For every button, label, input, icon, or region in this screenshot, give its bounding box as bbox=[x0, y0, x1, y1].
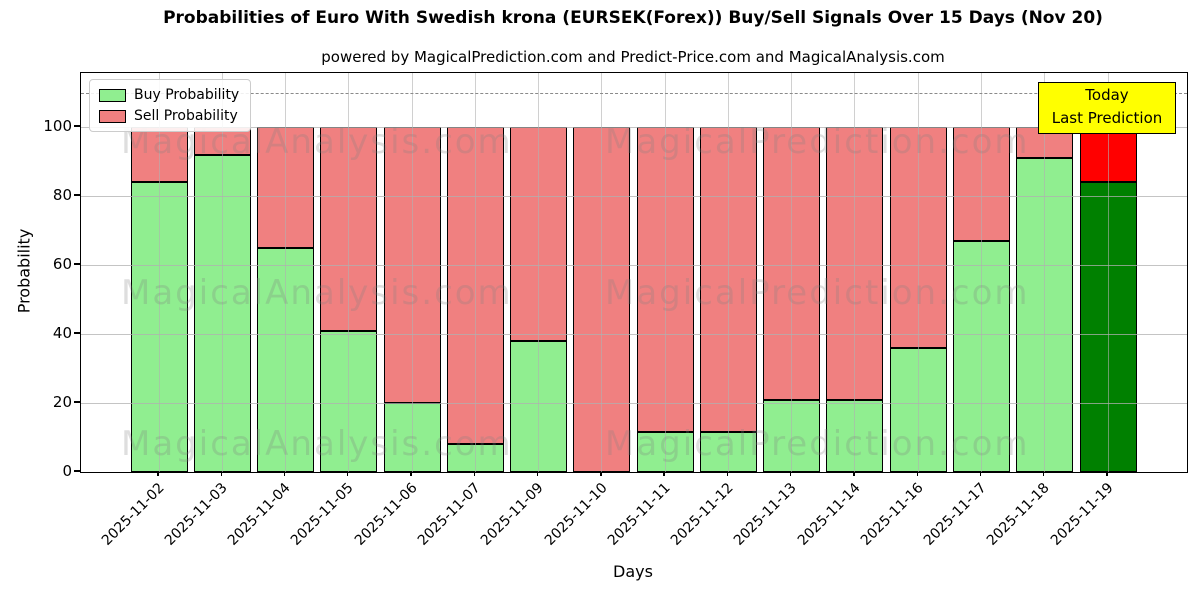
x-tick-label: 2025-11-09 bbox=[478, 480, 547, 549]
x-tick-label: 2025-11-05 bbox=[288, 480, 358, 549]
bar-segment-sell bbox=[1079, 127, 1137, 183]
legend-entry-sell: Sell Probability bbox=[99, 108, 239, 124]
x-tick-mark bbox=[1106, 471, 1108, 476]
bar-segment-sell bbox=[510, 127, 568, 341]
y-tick-mark bbox=[74, 332, 80, 334]
x-tick-label: 2025-11-16 bbox=[857, 480, 927, 549]
x-tick-label: 2025-11-02 bbox=[98, 480, 168, 549]
legend-entry-buy: Buy Probability bbox=[99, 87, 239, 103]
bars-layer bbox=[81, 73, 1187, 472]
x-tick-mark bbox=[157, 471, 159, 476]
x-tick-mark bbox=[347, 471, 349, 476]
y-tick-label: 40 bbox=[52, 324, 72, 343]
bar-segment-sell bbox=[446, 127, 504, 445]
bar-segment-sell bbox=[889, 127, 947, 348]
bar-segment-buy bbox=[1016, 158, 1074, 472]
bar-segment-sell bbox=[699, 127, 757, 433]
x-tick-mark bbox=[1043, 471, 1045, 476]
bar-segment-sell bbox=[952, 127, 1010, 241]
x-tick-label: 2025-11-18 bbox=[984, 480, 1054, 549]
y-tick-label: 60 bbox=[52, 255, 72, 274]
x-tick-label: 2025-11-10 bbox=[541, 480, 611, 549]
x-tick-label: 2025-11-13 bbox=[731, 480, 800, 549]
x-tick-label: 2025-11-12 bbox=[667, 480, 737, 549]
x-tick-label: 2025-11-17 bbox=[920, 480, 990, 549]
bar-segment-buy bbox=[952, 240, 1010, 472]
bar-segment-buy bbox=[193, 154, 251, 472]
x-tick-mark bbox=[726, 471, 729, 476]
x-tick-mark bbox=[979, 471, 982, 476]
x-tick-mark bbox=[853, 471, 855, 476]
y-tick-label: 100 bbox=[43, 117, 72, 136]
x-tick-mark bbox=[220, 471, 222, 476]
x-tick-label: 2025-11-14 bbox=[794, 480, 864, 549]
bar-segment-buy bbox=[763, 399, 821, 472]
plot-area: MagicalAnalysis.com MagicalPrediction.com… bbox=[80, 72, 1188, 473]
x-tick-label: 2025-11-19 bbox=[1047, 480, 1117, 549]
y-tick-label: 0 bbox=[62, 462, 72, 480]
today-annotation: Today Last Prediction bbox=[1038, 82, 1176, 134]
x-tick-mark bbox=[663, 471, 665, 476]
legend-label-sell: Sell Probability bbox=[134, 108, 238, 124]
today-annotation-line1: Today bbox=[1085, 86, 1129, 104]
x-tick-mark bbox=[410, 471, 412, 476]
chart-subtitle: powered by MagicalPrediction.com and Pre… bbox=[321, 48, 945, 66]
legend-label-buy: Buy Probability bbox=[134, 87, 240, 103]
x-tick-mark bbox=[790, 471, 792, 476]
bar-segment-buy bbox=[510, 340, 568, 472]
bar-segment-buy bbox=[636, 432, 694, 472]
x-tick-label: 2025-11-04 bbox=[225, 480, 294, 549]
bar-segment-sell bbox=[826, 127, 884, 400]
bar-segment-buy bbox=[889, 347, 947, 472]
x-tick-label: 2025-11-06 bbox=[351, 480, 421, 549]
bar-segment-buy bbox=[320, 330, 378, 472]
bar-segment-buy bbox=[446, 444, 504, 472]
bar-segment-buy bbox=[383, 403, 441, 472]
x-tick-mark bbox=[283, 471, 286, 476]
y-tick-mark bbox=[74, 470, 80, 472]
x-tick-label: 2025-11-03 bbox=[161, 480, 231, 549]
x-tick-mark bbox=[536, 471, 539, 476]
bar-segment-buy bbox=[1079, 182, 1137, 472]
y-tick-mark bbox=[74, 194, 80, 196]
bar-segment-sell bbox=[320, 127, 378, 331]
chart-title: Probabilities of Euro With Swedish krona… bbox=[163, 8, 1103, 28]
y-tick-mark bbox=[74, 125, 80, 127]
x-tick-label: 2025-11-11 bbox=[604, 480, 674, 549]
y-tick-mark bbox=[74, 263, 80, 265]
x-tick-label: 2025-11-07 bbox=[414, 480, 484, 549]
sell-probability-swatch-icon bbox=[99, 109, 126, 123]
x-tick-mark bbox=[473, 471, 475, 476]
bar-segment-buy bbox=[257, 247, 315, 472]
x-tick-mark bbox=[916, 471, 918, 476]
y-tick-label: 20 bbox=[52, 393, 72, 412]
bar-segment-buy bbox=[699, 432, 757, 472]
bar-segment-sell bbox=[130, 127, 188, 183]
y-tick-label: 80 bbox=[52, 186, 72, 205]
legend: Buy Probability Sell Probability bbox=[89, 79, 252, 132]
bar-segment-sell bbox=[763, 127, 821, 400]
x-tick-mark bbox=[600, 471, 602, 476]
bar-segment-sell bbox=[636, 127, 694, 433]
bar-segment-sell bbox=[257, 127, 315, 248]
y-tick-mark bbox=[74, 401, 80, 403]
buy-probability-swatch-icon bbox=[99, 88, 126, 102]
bar-segment-sell bbox=[573, 127, 631, 472]
bar-segment-sell bbox=[383, 127, 441, 404]
bar-segment-buy bbox=[130, 182, 188, 472]
today-annotation-line2: Last Prediction bbox=[1051, 109, 1163, 128]
x-axis-label: Days bbox=[613, 562, 653, 581]
bar-segment-buy bbox=[826, 399, 884, 472]
